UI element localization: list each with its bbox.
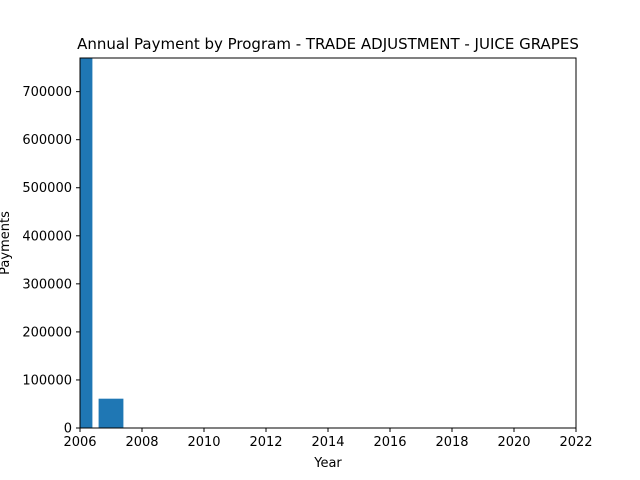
x-tick-label: 2010 (187, 435, 220, 450)
x-tick-label: 2014 (311, 435, 344, 450)
bar-2007 (98, 398, 124, 428)
x-tick-label: 2016 (373, 435, 406, 450)
x-tick-label: 2008 (125, 435, 158, 450)
x-tick-label: 2018 (435, 435, 468, 450)
chart-title: Annual Payment by Program - TRADE ADJUST… (77, 35, 579, 53)
bar-2006 (80, 58, 93, 428)
y-tick-label: 300000 (22, 277, 72, 292)
y-tick-label: 600000 (22, 133, 72, 148)
y-axis-ticks: 0 100000 200000 300000 400000 500000 600000 700… (22, 85, 80, 437)
bars-group (80, 58, 124, 428)
x-tick-label: 2020 (497, 435, 530, 450)
y-tick-label: 200000 (22, 325, 72, 340)
y-tick-label: 0 (64, 422, 72, 437)
plot-frame (79, 57, 577, 429)
x-axis-label: Year (313, 456, 342, 471)
y-tick-label: 400000 (22, 229, 72, 244)
x-tick-label: 2022 (559, 435, 592, 450)
y-axis-label: Payments (0, 211, 13, 275)
x-tick-label: 2006 (63, 435, 96, 450)
x-axis-ticks: 2006 2008 2010 2012 2014 2016 2018 2020 2022 (63, 428, 593, 450)
y-tick-label: 500000 (22, 181, 72, 196)
y-tick-label: 700000 (22, 85, 72, 100)
y-tick-label: 100000 (22, 373, 72, 388)
x-tick-label: 2012 (249, 435, 282, 450)
